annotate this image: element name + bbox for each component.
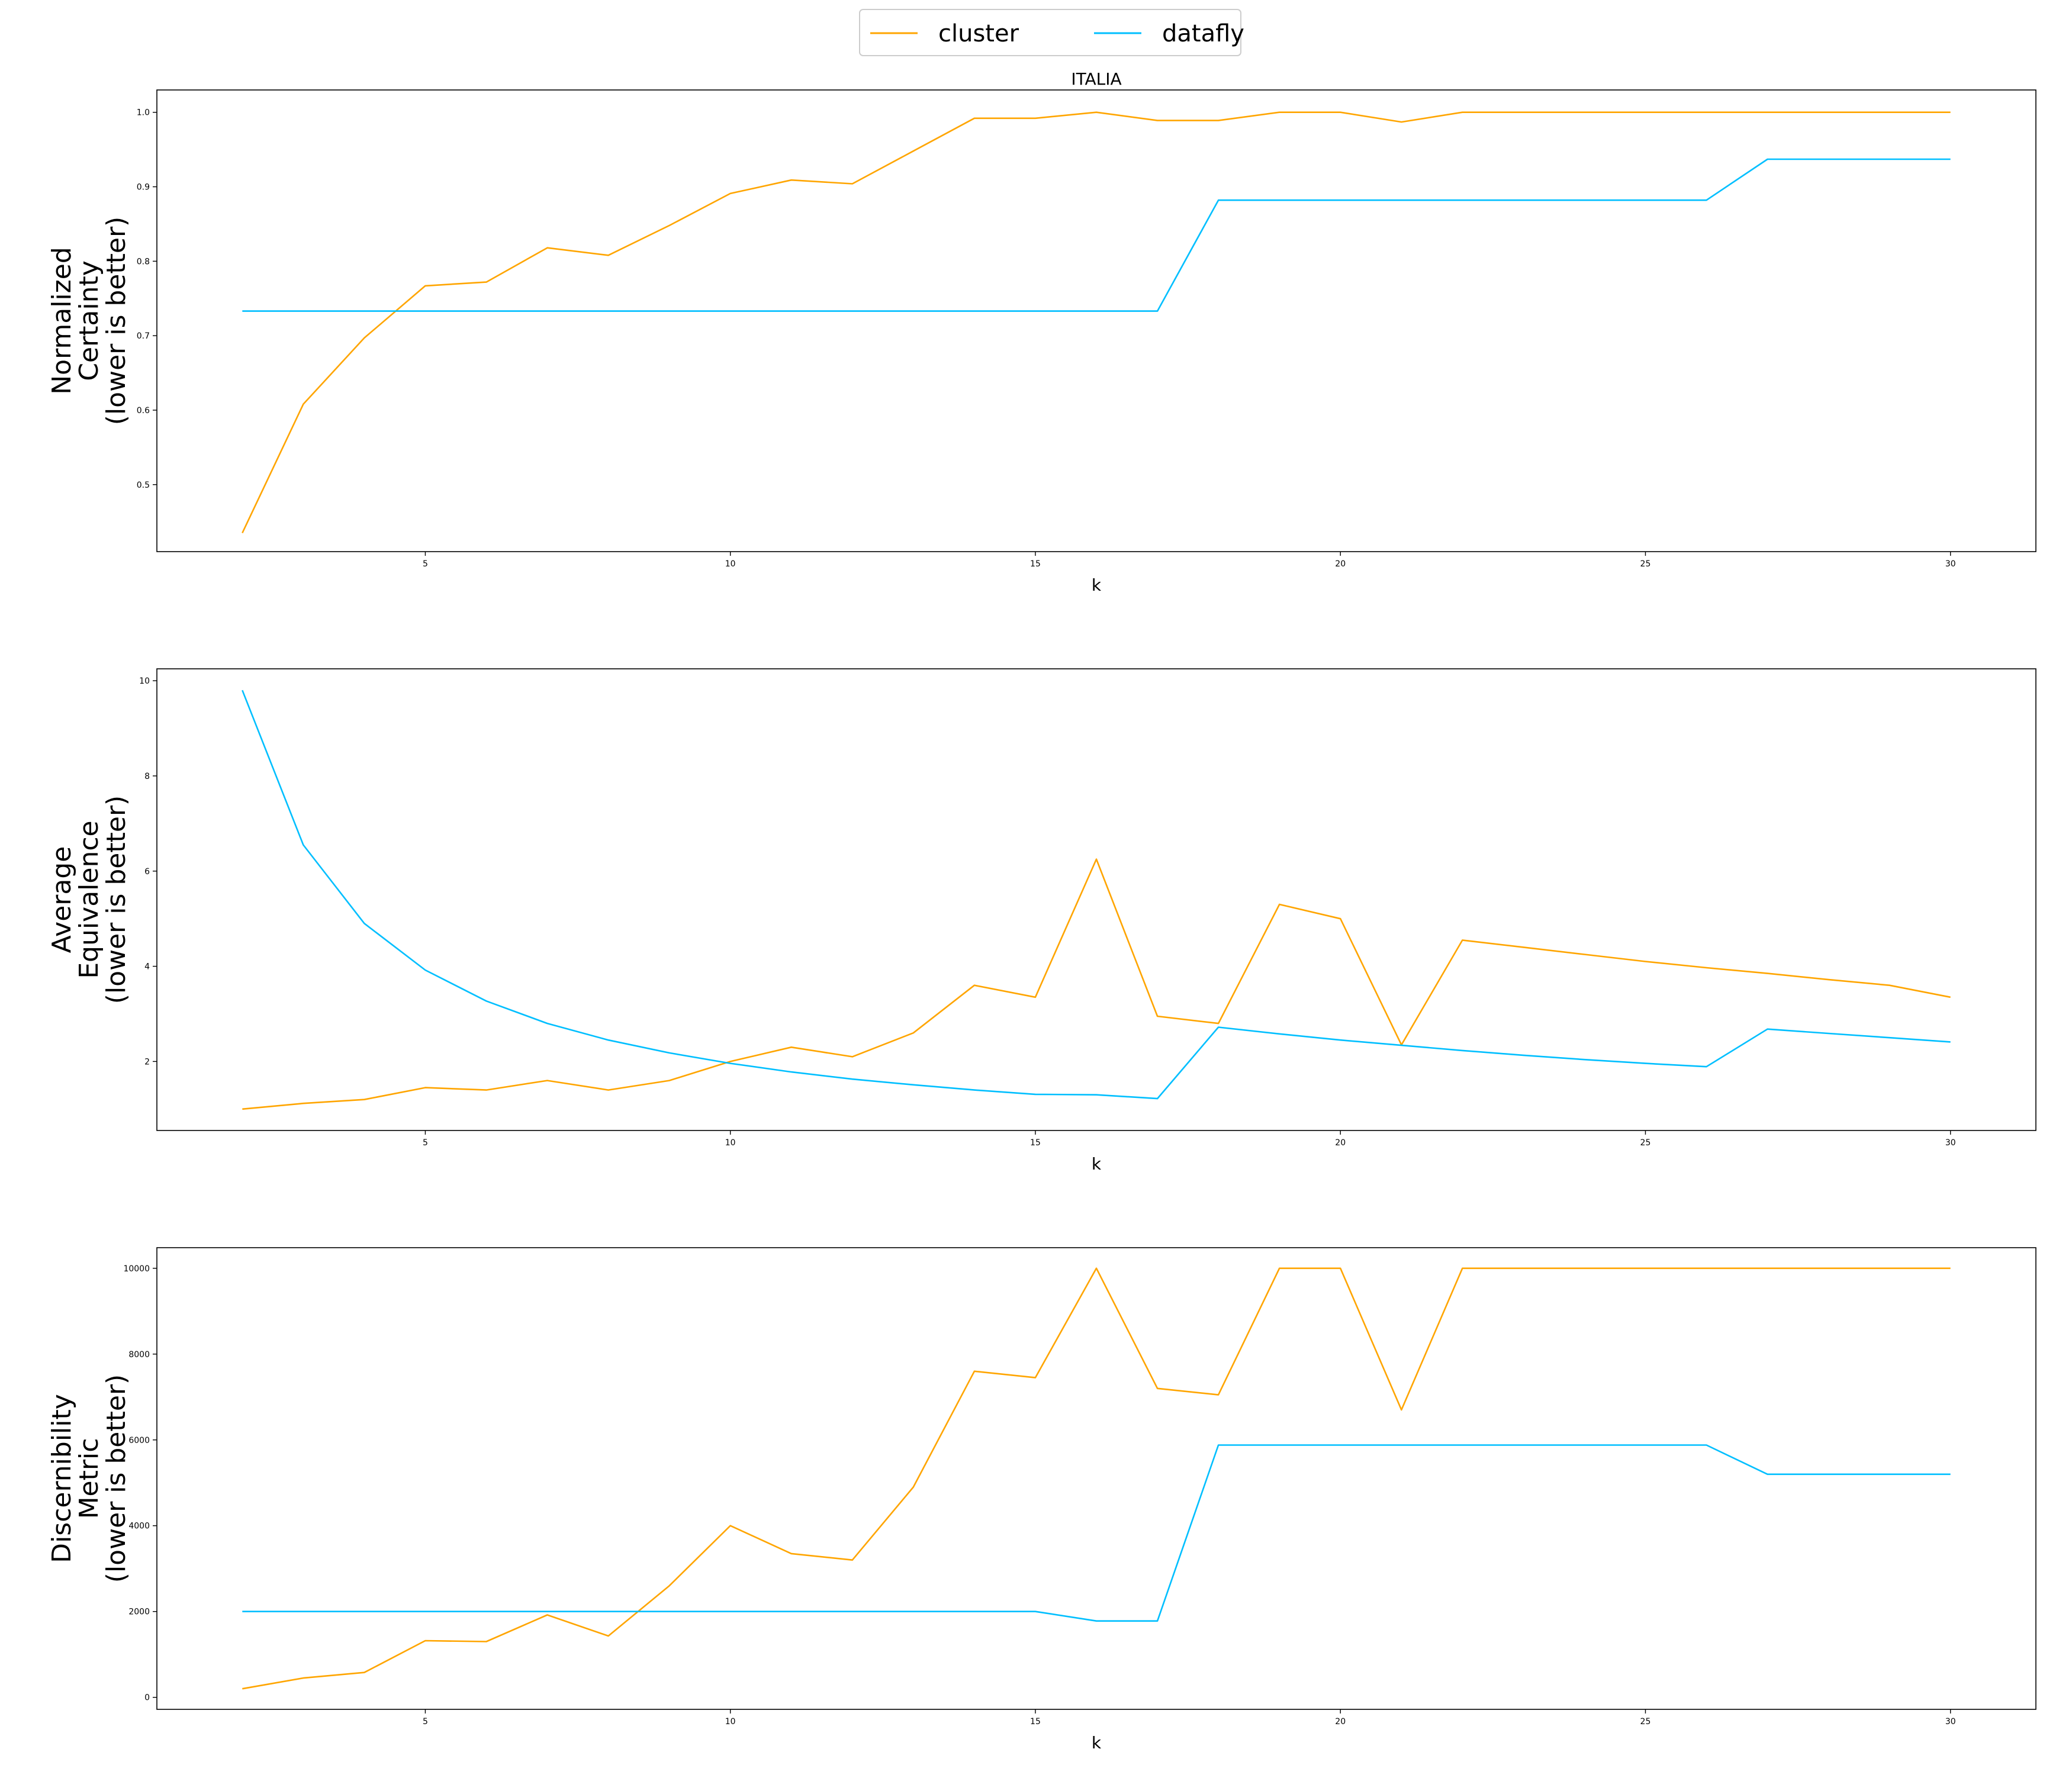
y-tick-label: 0.8 <box>137 257 150 266</box>
x-tick-label: 10 <box>725 559 736 569</box>
legend: cluster datafly <box>859 9 1244 56</box>
series-line-cluster <box>242 1267 1951 1690</box>
y-tick-label: 10000 <box>123 1264 150 1274</box>
x-tick-label: 25 <box>1640 1138 1651 1148</box>
y-tick-label: 4000 <box>128 1522 150 1531</box>
y-tick-label: 4 <box>144 962 150 972</box>
series-line-cluster <box>242 858 1951 1110</box>
x-tick-label: 15 <box>1030 1717 1041 1727</box>
axes-frame <box>156 668 2036 1131</box>
legend-label-datafly: datafly <box>1162 20 1244 47</box>
x-tick-label: 10 <box>725 1138 736 1148</box>
y-axis-label-line: Discernibility <box>47 1394 77 1563</box>
y-tick-label: 1.0 <box>137 108 150 118</box>
panel-2: 5 10 15 20 25 30 2 4 6 8 10 k AverageEquivalence(low… <box>47 668 2036 1174</box>
y-tick-label: 8000 <box>128 1350 150 1360</box>
y-axis-label-line: Certainty <box>74 260 104 381</box>
y-tick-label: 0.6 <box>137 406 150 415</box>
x-tick-label: 20 <box>1335 1717 1346 1727</box>
y-axis-label-line: Normalized <box>47 247 77 395</box>
x-axis-label: k <box>1092 1154 1102 1174</box>
x-tick-label: 15 <box>1030 1138 1041 1148</box>
y-tick-label: 0 <box>144 1693 150 1703</box>
x-axis-label: k <box>1092 1733 1102 1753</box>
y-axis-label-line: (lower is better) <box>101 795 131 1004</box>
legend-label-cluster: cluster <box>938 20 1019 47</box>
y-axis-label-line: (lower is better) <box>101 1374 131 1583</box>
y-tick-label: 2000 <box>128 1608 150 1617</box>
panel-1: 5 10 15 20 25 30 0.5 0.6 0.7 0.8 0.9 1.0 k Normalized… <box>47 89 2036 595</box>
series-line-datafly <box>242 158 1951 312</box>
y-axis-label: NormalizedCertainty(lower is better) <box>47 217 131 425</box>
y-axis-label: DiscernibilityMetric(lower is better) <box>47 1374 131 1583</box>
series-line-cluster <box>242 111 1951 534</box>
y-axis-label-line: Equivalence <box>74 820 104 978</box>
chart-title: ITALIA <box>1071 69 1121 89</box>
y-tick-label: 6 <box>144 867 150 877</box>
x-tick-label: 5 <box>423 1717 428 1727</box>
y-tick-label: 2 <box>144 1057 150 1067</box>
y-tick-label: 6000 <box>128 1436 150 1445</box>
y-axis-label-line: Metric <box>74 1438 104 1519</box>
x-tick-label: 10 <box>725 1717 736 1727</box>
panel-3: 5 10 15 20 25 30 0 2000 4000 6000 8000 10000 k Discer… <box>47 1247 2036 1753</box>
x-tick-label: 30 <box>1945 1717 1956 1727</box>
x-tick-label: 20 <box>1335 559 1346 569</box>
y-axis-label: AverageEquivalence(lower is better) <box>47 795 131 1004</box>
x-tick-label: 15 <box>1030 559 1041 569</box>
x-tick-label: 25 <box>1640 1717 1651 1727</box>
axes-frame <box>156 89 2036 552</box>
series-line-datafly <box>242 1444 1951 1622</box>
y-axis-label-line: Average <box>47 846 77 954</box>
y-tick-label: 0.7 <box>137 331 150 341</box>
legend-box <box>859 9 1241 56</box>
y-axis-label-line: (lower is better) <box>101 217 131 425</box>
y-tick-label: 10 <box>139 677 150 686</box>
y-tick-label: 0.9 <box>137 183 150 192</box>
x-tick-label: 5 <box>423 1138 428 1148</box>
axes-frame <box>156 1247 2036 1710</box>
x-tick-label: 25 <box>1640 559 1651 569</box>
y-tick-label: 8 <box>144 772 150 781</box>
x-tick-label: 30 <box>1945 1138 1956 1148</box>
x-tick-label: 30 <box>1945 559 1956 569</box>
x-tick-label: 5 <box>423 559 428 569</box>
x-axis-label: k <box>1092 575 1102 595</box>
x-tick-label: 20 <box>1335 1138 1346 1148</box>
y-tick-label: 0.5 <box>137 481 150 490</box>
series-line-datafly <box>242 690 1951 1100</box>
